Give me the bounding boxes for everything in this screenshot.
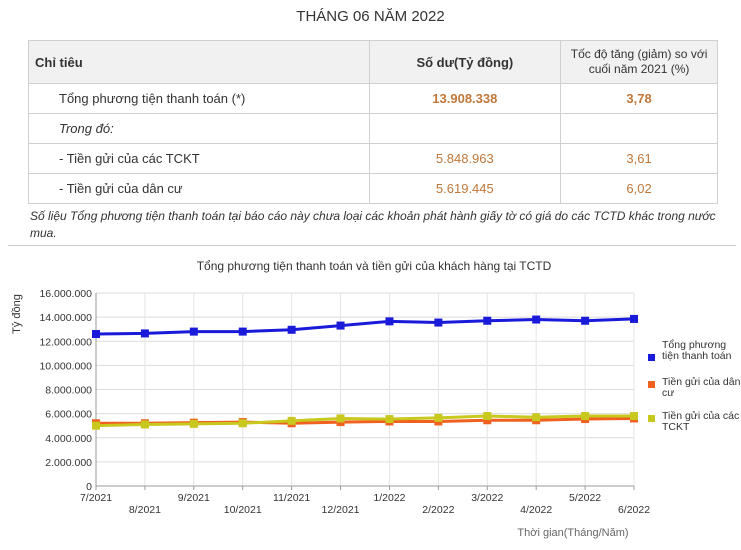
series-line <box>95 414 634 428</box>
data-point <box>92 330 100 339</box>
row-balance <box>368 113 562 144</box>
y-tick-label: 10.000.000 <box>39 360 92 372</box>
legend-swatch <box>648 415 655 422</box>
data-point <box>532 413 541 422</box>
row-balance: 5.619.445 <box>368 173 562 204</box>
row-growth: 6,02 <box>560 173 718 204</box>
x-tick-label: 10/2021 <box>224 504 262 516</box>
row-growth: 3,78 <box>560 83 718 114</box>
line-chart: Tổng phương tiện thanh toán và tiền gửi … <box>11 259 650 539</box>
y-axis-label: Tỷ đồng <box>11 294 23 334</box>
header-balance: Số dư(Tỷ đồng) <box>368 40 562 84</box>
table-row: Trong đó: <box>28 113 718 144</box>
data-point <box>287 325 296 334</box>
y-tick-label: 6.000.000 <box>45 409 92 421</box>
header-indicator: Chỉ tiêu <box>28 40 370 84</box>
data-point <box>385 415 394 424</box>
y-tick-label: 16.000.000 <box>39 288 92 300</box>
data-point <box>140 329 149 338</box>
y-tick-label: 2.000.000 <box>45 457 92 469</box>
data-point <box>238 419 247 428</box>
data-point <box>581 316 590 325</box>
table-row: - Tiền gửi của các TCKT 5.848.963 3,61 <box>28 143 718 174</box>
report-title: THÁNG 06 NĂM 2022 <box>296 8 445 25</box>
y-tick-label: 12.000.000 <box>39 336 92 348</box>
row-label: Trong đó: <box>28 113 370 144</box>
y-tick-label: 14.000.000 <box>39 312 92 324</box>
data-point <box>630 412 638 421</box>
data-point <box>189 419 198 428</box>
statistics-table: Chỉ tiêu Số dư(Tỷ đồng) Tốc độ tăng (giả… <box>28 40 718 204</box>
series-layer <box>92 314 638 430</box>
data-point <box>336 414 345 423</box>
data-point <box>630 314 638 323</box>
y-tick-label: 4.000.000 <box>45 433 92 445</box>
row-balance: 5.848.963 <box>368 143 562 174</box>
x-tick-label: 8/2021 <box>129 504 161 516</box>
data-point <box>483 416 492 425</box>
data-point <box>336 321 345 330</box>
legend-label: Tiền gửi của dân cư <box>662 376 741 399</box>
x-tick-label: 6/2022 <box>618 504 650 516</box>
data-point <box>581 412 590 421</box>
x-tick-label: 5/2022 <box>569 492 601 504</box>
data-point <box>434 318 443 327</box>
x-tick-label: 1/2022 <box>373 492 405 504</box>
data-point <box>238 327 247 336</box>
x-axis-label: Thời gian(Tháng/Năm) <box>517 527 628 539</box>
x-tick-label: 9/2021 <box>178 492 210 504</box>
x-tick-label: 3/2022 <box>471 492 503 504</box>
row-label: Tổng phương tiện thanh toán (*) <box>28 83 370 114</box>
table-row: Tổng phương tiện thanh toán (*) 13.908.3… <box>28 83 718 114</box>
legend-swatch <box>648 381 655 388</box>
data-point <box>287 416 296 425</box>
table-header-row: Chỉ tiêu Số dư(Tỷ đồng) Tốc độ tăng (giả… <box>28 40 718 84</box>
header-growth: Tốc độ tăng (giảm) so với cuối năm 2021 … <box>560 40 718 84</box>
divider <box>8 245 736 246</box>
data-point <box>434 413 443 422</box>
legend-label: Tổng phương tiện thanh toán <box>662 339 732 362</box>
y-tick-label: 0 <box>86 481 92 493</box>
x-tick-label: 2/2022 <box>422 504 454 516</box>
axes: 0 2.000.000 4.000.000 6.000.000 8.000.000 10.… <box>39 288 650 516</box>
row-label: - Tiền gửi của các TCKT <box>28 143 370 174</box>
row-balance: 13.908.338 <box>368 83 562 114</box>
footnote: Số liệu Tổng phương tiện thanh toán tại … <box>30 209 716 240</box>
x-tick-label: 4/2022 <box>520 504 552 516</box>
legend-label: Tiền gửi của các TCKT <box>662 410 740 433</box>
y-tick-label: 8.000.000 <box>45 385 92 397</box>
table-row: - Tiền gửi của dân cư 5.619.445 6,02 <box>28 173 718 204</box>
series-line <box>95 317 635 336</box>
data-point <box>532 315 541 324</box>
x-tick-label: 12/2021 <box>322 504 360 516</box>
row-growth <box>560 113 718 144</box>
data-point <box>483 412 492 421</box>
data-point <box>189 327 198 336</box>
row-label: - Tiền gửi của dân cư <box>28 173 370 204</box>
data-point <box>140 420 149 429</box>
data-point <box>385 317 394 326</box>
chart-title: Tổng phương tiện thanh toán và tiền gửi … <box>197 259 552 273</box>
data-point <box>483 316 492 325</box>
row-growth: 3,61 <box>560 143 718 174</box>
grid <box>95 292 635 487</box>
x-tick-label: 11/2021 <box>273 492 310 504</box>
x-tick-label: 7/2021 <box>80 492 112 504</box>
data-point <box>92 421 100 430</box>
legend-swatch <box>648 354 655 361</box>
